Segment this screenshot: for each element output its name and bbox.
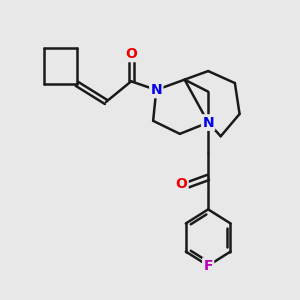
Text: O: O: [125, 47, 137, 61]
Text: N: N: [151, 83, 162, 97]
Text: O: O: [176, 177, 188, 191]
Text: N: N: [202, 116, 214, 130]
Text: F: F: [203, 259, 213, 273]
